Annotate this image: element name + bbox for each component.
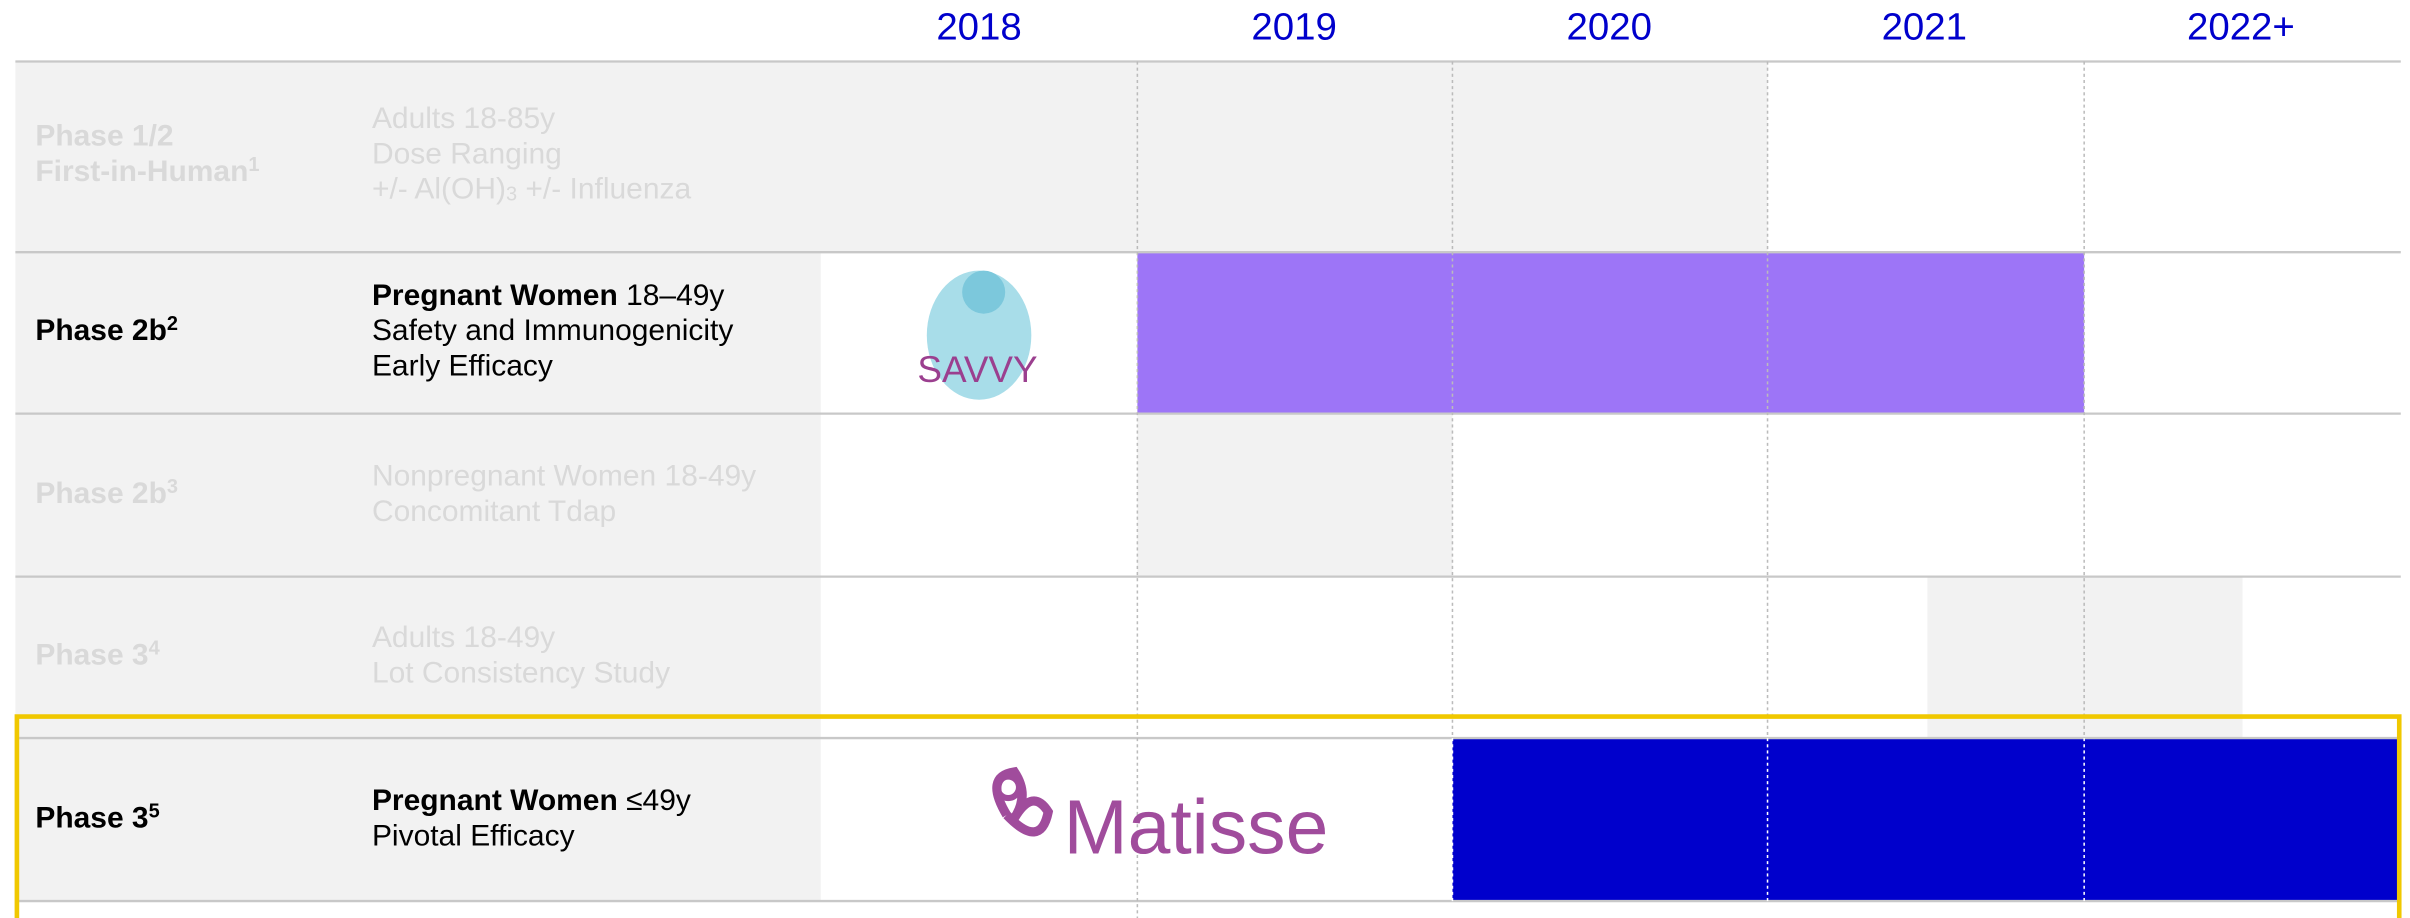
logo-shape — [926, 270, 1032, 400]
logo-text: Matisse — [1064, 785, 1329, 871]
line: Adults 18-85y — [372, 102, 555, 135]
text-segment: +/- Influenza — [517, 173, 691, 206]
logo-text: SAVVY — [917, 349, 1037, 390]
column-lines — [1136, 61, 2085, 918]
text-segment: Safety and Immunogenicity — [372, 314, 733, 347]
logo-shape — [962, 270, 1006, 314]
savvy-icon — [926, 270, 1032, 400]
line: Pregnant Women ≤49y — [372, 784, 691, 817]
text-segment: Nonpregnant Women 18-49y — [372, 459, 756, 492]
line: Phase 2b2 — [35, 313, 178, 347]
year-label: 2018 — [936, 5, 1021, 48]
line: Early Efficacy — [372, 349, 553, 382]
text-segment: Adults 18-49y — [372, 621, 555, 654]
year-label: 2022+ — [2187, 5, 2295, 48]
text-segment: Concomitant Tdap — [372, 495, 616, 528]
year-label: 2021 — [1882, 5, 1967, 48]
text-segment: First-in-Human — [35, 155, 248, 188]
text-segment: 2 — [167, 313, 178, 335]
bar-matisse — [1452, 738, 2400, 902]
line: Phase 35 — [35, 801, 159, 835]
text-segment: Early Efficacy — [372, 349, 553, 382]
text-segment: Dose Ranging — [372, 137, 562, 170]
year-label: 2019 — [1251, 5, 1336, 48]
text-segment: 3 — [506, 184, 517, 206]
text-segment: Pregnant Women — [372, 279, 618, 312]
text-segment: Pivotal Efficacy — [372, 819, 575, 852]
text-segment: Phase 3 — [35, 639, 148, 672]
year-label: 2020 — [1566, 5, 1651, 48]
highlight-box — [14, 714, 2402, 918]
line: Concomitant Tdap — [372, 495, 616, 528]
text-segment: 3 — [167, 476, 178, 498]
line: Lot Consistency Study — [372, 656, 670, 689]
text-segment: +/- Al(OH) — [372, 173, 506, 206]
logo-shape — [994, 773, 1023, 802]
line: Safety and Immunogenicity — [372, 314, 733, 347]
line: Phase 2b3 — [35, 476, 178, 510]
line: Phase 1/2 — [35, 120, 173, 153]
text-segment: 5 — [149, 801, 160, 823]
text-segment: Adults 18-85y — [372, 102, 555, 135]
matisse-icon — [992, 766, 1054, 837]
text-segment: Lot Consistency Study — [372, 656, 670, 689]
bar-savvy — [1137, 252, 2085, 414]
text-segment: 1 — [248, 154, 259, 176]
line: First-in-Human1 — [35, 154, 259, 188]
line: Adults 18-49y — [372, 621, 555, 654]
line: Nonpregnant Women 18-49y — [372, 459, 756, 492]
text-segment: Phase 2b — [35, 314, 167, 347]
shade — [15, 61, 1768, 253]
line: Pregnant Women 18–49y — [372, 279, 724, 312]
text-segment: Pregnant Women — [372, 784, 618, 817]
line: Phase 34 — [35, 638, 159, 672]
text-segment: Phase 2b — [35, 477, 167, 510]
text-segment: Phase 3 — [35, 802, 148, 835]
line: Dose Ranging — [372, 137, 562, 170]
shade — [1137, 413, 1453, 577]
row-lines — [15, 60, 2401, 903]
line: +/- Al(OH)3 +/- Influenza — [372, 173, 692, 206]
line: Pivotal Efficacy — [372, 819, 575, 852]
text-segment: ≤49y — [618, 784, 691, 817]
text-segment: 18–49y — [618, 279, 725, 312]
text-segment: 4 — [149, 638, 160, 660]
shade — [1927, 576, 2243, 739]
text-segment: Phase 1/2 — [35, 120, 173, 153]
